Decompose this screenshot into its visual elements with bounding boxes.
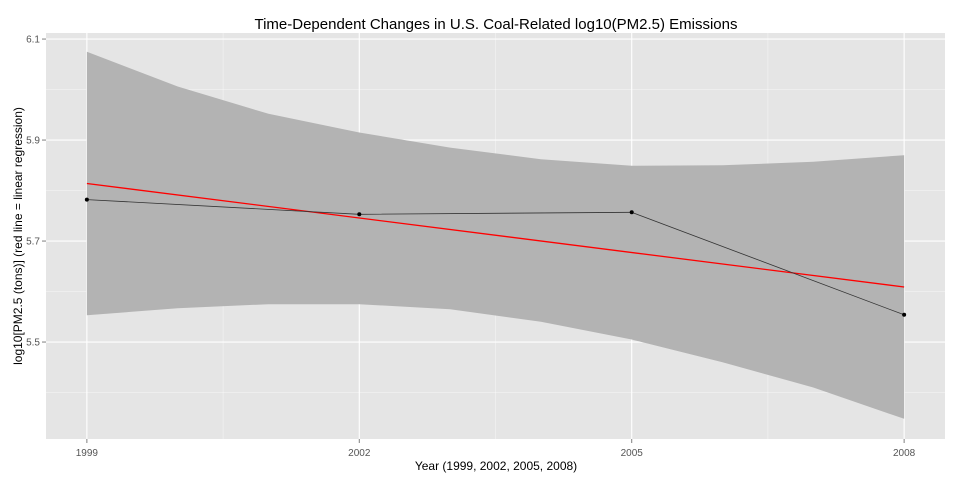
- x-axis-ticks: 1999 2002 2005 2008: [76, 439, 916, 459]
- data-point: [629, 210, 634, 215]
- y-tick-label: 5.5: [26, 338, 40, 349]
- chart-title: Time-Dependent Changes in U.S. Coal-Rela…: [254, 16, 737, 33]
- data-line: [86, 199, 905, 316]
- regression-line: [86, 182, 905, 288]
- data-points: [84, 197, 907, 317]
- x-tick-label: 2002: [348, 448, 371, 459]
- x-axis-title: Year (1999, 2002, 2005, 2008): [415, 459, 577, 473]
- x-tick-label: 2008: [893, 448, 916, 459]
- x-tick-label: 2005: [621, 448, 644, 459]
- x-tick-label: 1999: [76, 448, 99, 459]
- y-tick-label: 6.1: [26, 35, 40, 46]
- y-tick-label: 5.9: [26, 136, 40, 147]
- data-point: [357, 212, 362, 217]
- data-point: [902, 312, 907, 317]
- y-axis-ticks: 5.5 5.7 5.9 6.1: [26, 35, 46, 349]
- y-tick-label: 5.7: [26, 237, 40, 248]
- data-point: [84, 197, 89, 202]
- y-axis-title: log10[PM2.5 (tons)] (red line = linear r…: [11, 107, 25, 365]
